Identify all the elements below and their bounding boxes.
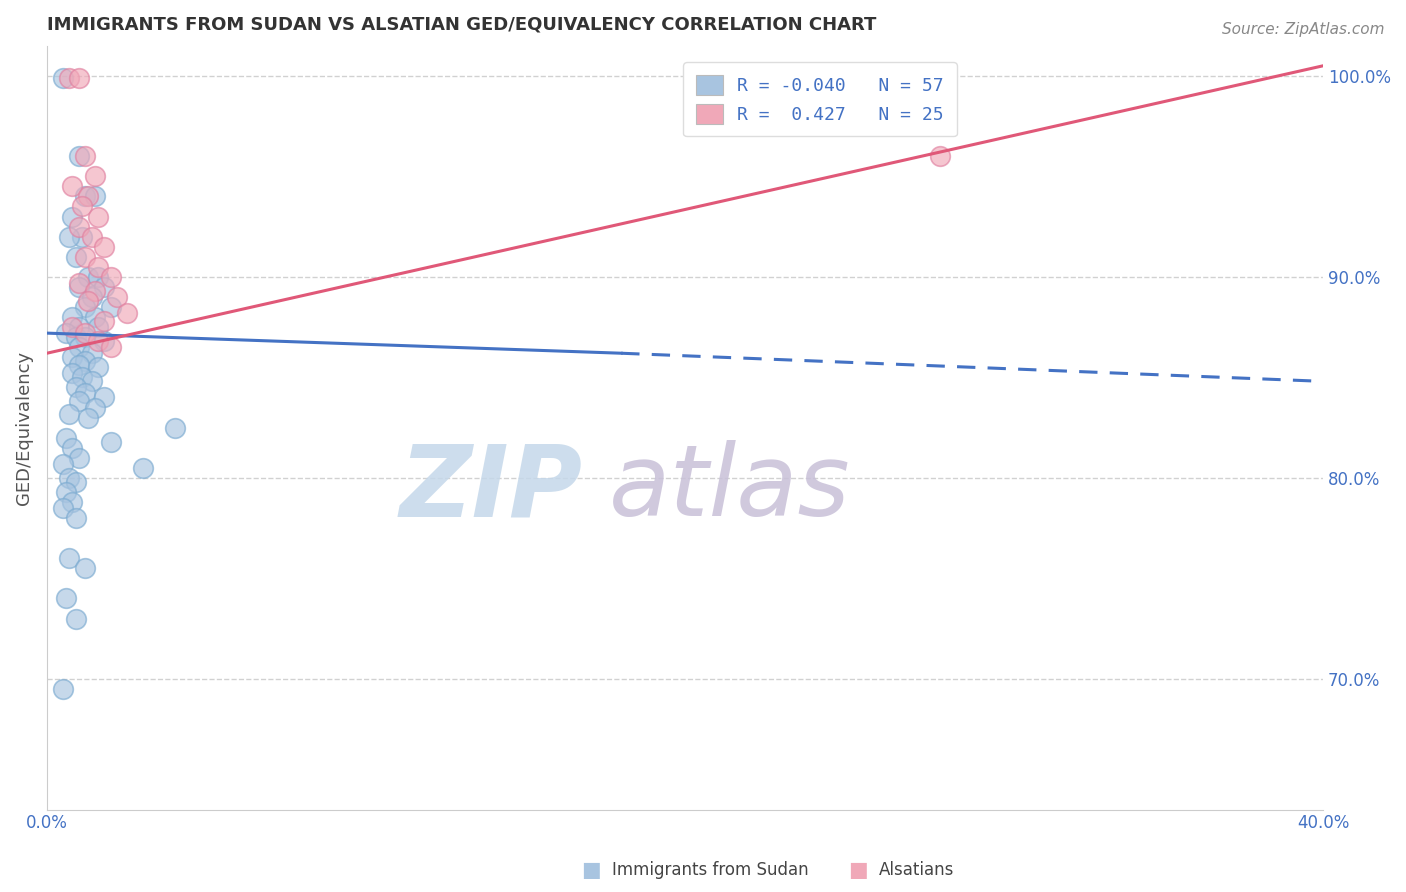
Point [67, 70, 90, 85]
Point [70, 229, 93, 244]
Point [67, 359, 90, 373]
Point [62, 179, 84, 194]
Point [131, 460, 153, 475]
Point [65, 475, 87, 489]
Point [83, 401, 105, 415]
Point [100, 434, 122, 449]
Point [75, 330, 97, 344]
Point [52, 457, 75, 471]
Point [93, 334, 115, 348]
Y-axis label: GED/Equivalency: GED/Equivalency [15, 351, 32, 505]
Point [105, 290, 128, 304]
Point [93, 240, 115, 254]
Point [67, 450, 90, 465]
Point [67, 340, 90, 354]
Point [67, 280, 90, 294]
Text: Immigrants from Sudan: Immigrants from Sudan [612, 861, 808, 879]
Point [58, 70, 80, 85]
Point [87, 334, 110, 348]
Point [75, 354, 97, 368]
Point [67, 149, 90, 163]
Point [83, 189, 105, 203]
Point [52, 501, 75, 516]
Point [83, 284, 105, 298]
Point [58, 471, 80, 485]
Point [55, 431, 77, 445]
Point [62, 210, 84, 224]
Point [93, 314, 115, 328]
Text: IMMIGRANTS FROM SUDAN VS ALSATIAN GED/EQUIVALENCY CORRELATION CHART: IMMIGRANTS FROM SUDAN VS ALSATIAN GED/EQ… [46, 15, 876, 33]
Point [100, 340, 122, 354]
Point [75, 300, 97, 314]
Point [87, 210, 110, 224]
Point [115, 306, 138, 320]
Point [83, 169, 105, 184]
Point [65, 611, 87, 625]
Text: ■: ■ [581, 860, 600, 880]
Point [75, 189, 97, 203]
Point [62, 351, 84, 365]
Point [93, 391, 115, 405]
Point [75, 149, 97, 163]
Point [87, 320, 110, 334]
Point [55, 591, 77, 606]
Point [65, 250, 87, 264]
Text: Alsatians: Alsatians [879, 861, 955, 879]
Point [75, 386, 97, 401]
Point [77, 269, 100, 284]
Point [52, 681, 75, 696]
Point [87, 269, 110, 284]
Point [67, 219, 90, 234]
Point [55, 484, 77, 499]
Point [77, 293, 100, 308]
Point [62, 441, 84, 455]
Point [80, 375, 103, 389]
Point [77, 410, 100, 425]
Point [65, 511, 87, 525]
Point [58, 229, 80, 244]
Point [62, 495, 84, 509]
Legend: R = -0.040   N = 57, R =  0.427   N = 25: R = -0.040 N = 57, R = 0.427 N = 25 [683, 62, 956, 136]
Point [58, 407, 80, 421]
Point [80, 290, 103, 304]
Point [80, 346, 103, 360]
Point [75, 250, 97, 264]
Point [93, 280, 115, 294]
Point [83, 310, 105, 324]
Text: ■: ■ [848, 860, 868, 880]
Text: Source: ZipAtlas.com: Source: ZipAtlas.com [1222, 22, 1385, 37]
Point [929, 149, 952, 163]
Text: ZIP: ZIP [399, 441, 583, 537]
Point [77, 189, 100, 203]
Point [80, 229, 103, 244]
Point [100, 300, 122, 314]
Point [67, 276, 90, 290]
Point [70, 199, 93, 213]
Point [163, 420, 186, 434]
Text: atlas: atlas [609, 441, 851, 537]
Point [52, 70, 75, 85]
Point [65, 380, 87, 394]
Point [100, 269, 122, 284]
Point [67, 320, 90, 334]
Point [62, 367, 84, 381]
Point [62, 310, 84, 324]
Point [75, 561, 97, 575]
Point [58, 551, 80, 566]
Point [75, 326, 97, 340]
Point [55, 326, 77, 340]
Point [87, 360, 110, 375]
Point [67, 394, 90, 409]
Point [65, 330, 87, 344]
Point [62, 320, 84, 334]
Point [70, 370, 93, 384]
Point [87, 260, 110, 274]
